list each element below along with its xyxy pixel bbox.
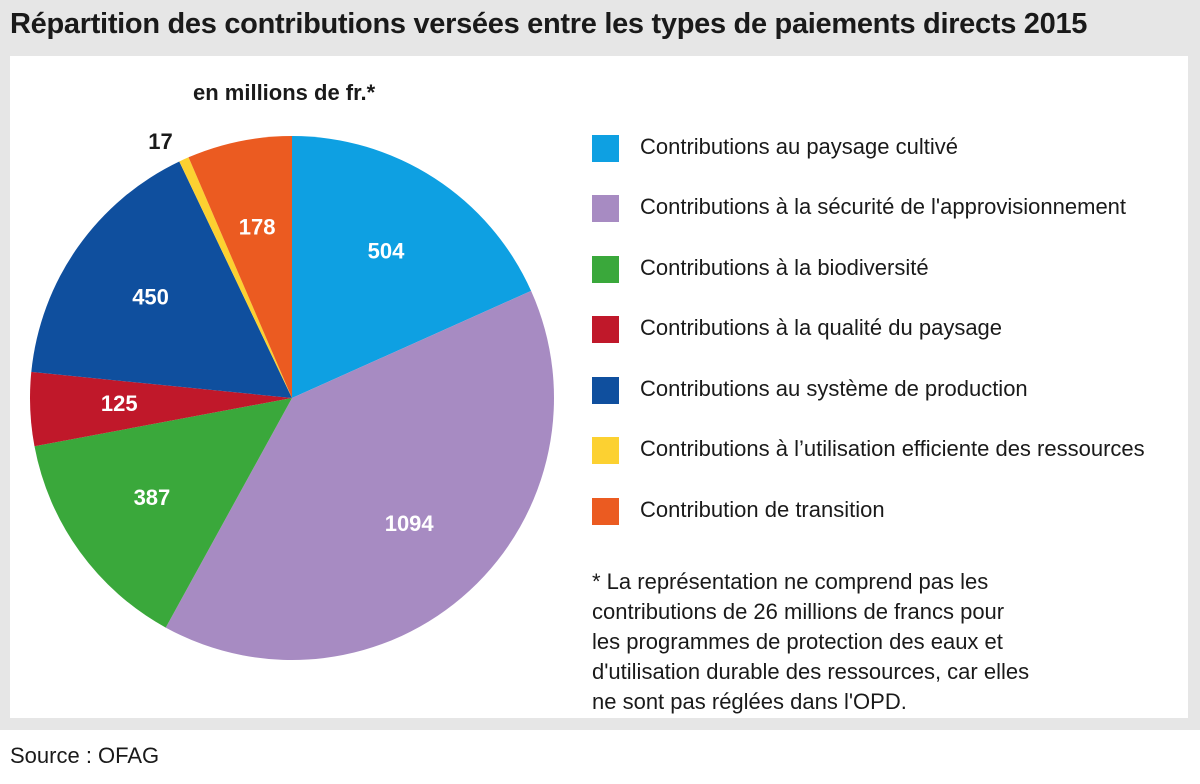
legend-item-paysage-cultive: Contributions au paysage cultivé bbox=[592, 132, 1192, 172]
legend-item-utilisation-efficiente: Contributions à l’utilisation efficiente… bbox=[592, 434, 1192, 474]
pie-slice-securite-approvisionnement bbox=[165, 290, 554, 660]
legend-swatch bbox=[592, 195, 619, 222]
pie-slice-systeme-production bbox=[31, 161, 292, 398]
legend-swatch bbox=[592, 256, 619, 283]
footnote-line: d'utilisation durable des ressources, ca… bbox=[592, 659, 1030, 684]
legend-label: Contributions à la sécurité de l'approvi… bbox=[640, 194, 1127, 219]
pie-slice-qualite-paysage bbox=[30, 371, 293, 447]
legend-label: Contributions au système de production bbox=[640, 376, 1028, 401]
legend-swatch bbox=[592, 498, 619, 525]
legend-item-transition: Contribution de transition bbox=[592, 495, 1192, 535]
legend-label: Contributions au paysage cultivé bbox=[640, 134, 958, 159]
footnote-line: les programmes de protection des eaux et bbox=[592, 629, 1003, 654]
pie-label-paysage-cultive: 504 bbox=[368, 239, 405, 264]
legend-swatch bbox=[592, 437, 619, 464]
legend-swatch bbox=[592, 135, 619, 162]
footnote: * La représentation ne comprend pas les … bbox=[592, 567, 1112, 717]
pie-label-securite-approvisionnement: 1094 bbox=[385, 511, 435, 536]
chart-title: Répartition des contributions versées en… bbox=[10, 8, 1088, 40]
legend-label: Contribution de transition bbox=[640, 497, 885, 522]
legend-swatch bbox=[592, 316, 619, 343]
legend-item-biodiversite: Contributions à la biodiversité bbox=[592, 253, 1192, 293]
legend-label: Contributions à l’utilisation efficiente… bbox=[640, 436, 1145, 461]
legend-item-securite-approvisionnement: Contributions à la sécurité de l'approvi… bbox=[592, 192, 1192, 232]
legend-label: Contributions à la biodiversité bbox=[640, 255, 929, 280]
pie-slice-paysage-cultive bbox=[292, 136, 532, 398]
pie-label-systeme-production: 450 bbox=[132, 284, 169, 309]
source-note: Source : OFAG bbox=[10, 743, 160, 768]
pie-label-transition: 178 bbox=[239, 214, 276, 239]
legend-swatch bbox=[592, 377, 619, 404]
legend-item-systeme-production: Contributions au système de production bbox=[592, 374, 1192, 414]
pie-label-qualite-paysage: 125 bbox=[101, 391, 138, 416]
footnote-line: contributions de 26 millions de francs p… bbox=[592, 599, 1005, 624]
pie-slice-utilisation-efficiente bbox=[179, 157, 292, 398]
header-bar: Répartition des contributions versées en… bbox=[0, 0, 1200, 50]
footnote-line: ne sont pas réglées dans l'OPD. bbox=[592, 689, 907, 714]
pie-label-biodiversite: 387 bbox=[134, 485, 171, 510]
pie-slice-biodiversite bbox=[34, 398, 293, 628]
legend-item-qualite-paysage: Contributions à la qualité du paysage bbox=[592, 313, 1192, 353]
footnote-line: * La représentation ne comprend pas les bbox=[592, 569, 989, 594]
unit-label: en millions de fr.* bbox=[193, 80, 376, 105]
pie-label-utilisation-efficiente: 17 bbox=[148, 129, 172, 154]
legend-label: Contributions à la qualité du paysage bbox=[640, 315, 1003, 340]
pie-slice-transition bbox=[188, 136, 292, 398]
